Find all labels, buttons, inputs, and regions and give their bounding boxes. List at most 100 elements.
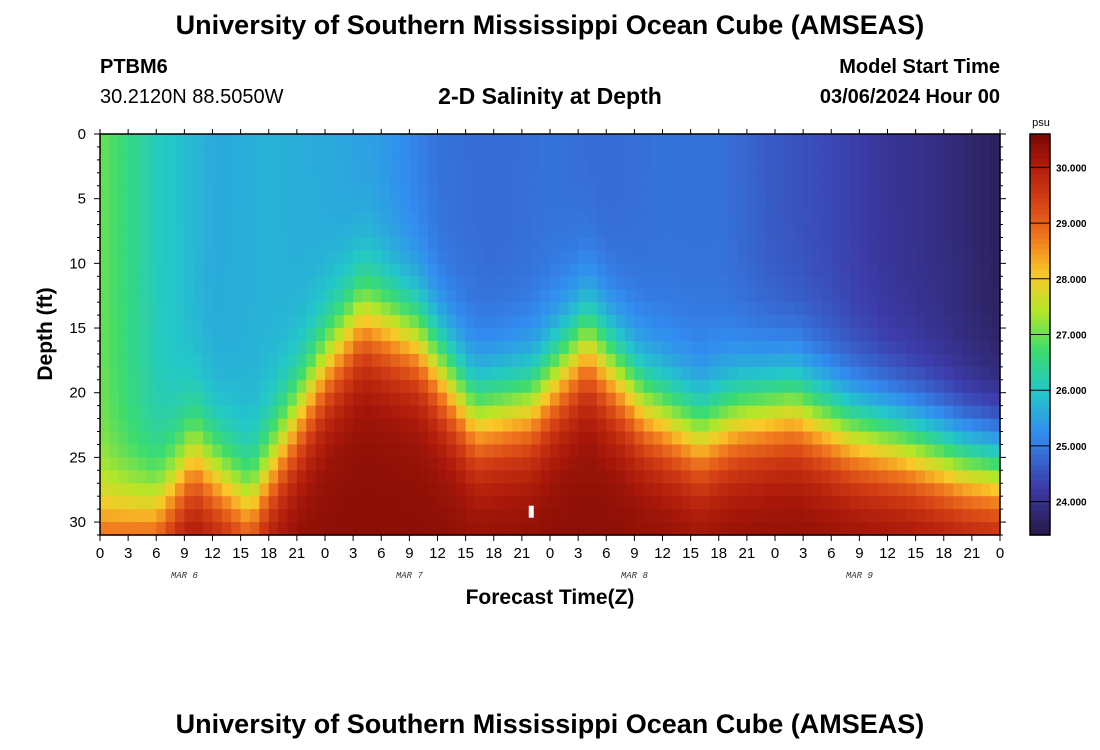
heatmap-cell <box>475 146 485 161</box>
heatmap-cell <box>250 276 260 290</box>
heatmap-cell <box>671 509 682 523</box>
heatmap-cell <box>100 302 110 316</box>
heatmap-cell <box>990 198 1001 213</box>
heatmap-cell <box>634 172 645 187</box>
heatmap-cell <box>212 159 223 174</box>
colorbar-segment <box>1030 254 1050 260</box>
heatmap-cell <box>803 431 814 446</box>
heatmap-cell <box>146 289 157 303</box>
heatmap-cell <box>325 379 335 394</box>
heatmap-cell <box>503 418 514 433</box>
heatmap-cell <box>756 159 767 174</box>
heatmap-cell <box>887 146 898 161</box>
heatmap-cell <box>184 444 195 458</box>
heatmap-cell <box>409 509 420 523</box>
heatmap-cell <box>625 366 635 381</box>
heatmap-cell <box>887 366 898 381</box>
heatmap-cell <box>634 366 645 381</box>
heatmap-cell <box>878 457 889 471</box>
heatmap-cell <box>925 444 935 458</box>
heatmap-cell <box>109 134 120 148</box>
heatmap-cell <box>784 483 795 497</box>
heatmap-cell <box>737 470 748 484</box>
heatmap-cell <box>906 250 917 264</box>
heatmap-cell <box>812 379 823 394</box>
heatmap-cell <box>128 457 139 471</box>
heatmap-cell <box>775 470 785 484</box>
heatmap-cell <box>296 444 307 458</box>
heatmap-cell <box>662 159 673 174</box>
heatmap-cell <box>428 172 439 187</box>
colorbar-segment <box>1030 449 1050 456</box>
colorbar-segment <box>1030 169 1050 175</box>
heatmap-cell <box>700 211 710 226</box>
heatmap-cell <box>428 418 439 433</box>
heatmap-cell <box>137 302 148 316</box>
heatmap-cell <box>240 457 251 471</box>
heatmap-cell <box>643 172 654 187</box>
heatmap-cell <box>146 340 157 355</box>
heatmap-cell <box>915 224 926 239</box>
heatmap-cell <box>821 405 832 420</box>
heatmap-cell <box>306 224 317 239</box>
heatmap-cell <box>203 302 214 316</box>
heatmap-cell <box>250 224 260 239</box>
heatmap-cell <box>315 470 326 484</box>
heatmap-cell <box>390 237 401 252</box>
heatmap-cell <box>793 276 804 290</box>
heatmap-cell <box>521 392 532 407</box>
heatmap-cell <box>662 237 673 252</box>
heatmap-cell <box>568 289 579 303</box>
heatmap-cell <box>615 159 626 174</box>
heatmap-cell <box>953 211 964 226</box>
heatmap-cell <box>306 353 317 368</box>
heatmap-cell <box>353 276 364 290</box>
heatmap-cell <box>446 263 457 277</box>
heatmap-cell <box>859 340 870 355</box>
heatmap-cell <box>381 353 392 368</box>
heatmap-cell <box>606 496 617 510</box>
heatmap-cell <box>906 211 917 226</box>
heatmap-cell <box>831 379 842 394</box>
heatmap-cell <box>662 457 673 471</box>
heatmap-cell <box>231 483 242 497</box>
heatmap-cell <box>362 224 373 239</box>
heatmap-cell <box>887 328 898 342</box>
heatmap-cell <box>165 392 176 407</box>
heatmap-cell <box>156 392 167 407</box>
heatmap-cell <box>231 444 242 458</box>
heatmap-cell <box>746 211 757 226</box>
heatmap-cell <box>390 457 401 471</box>
heatmap-cell <box>962 431 973 446</box>
heatmap-cell <box>409 185 420 200</box>
heatmap-cell <box>231 457 242 471</box>
heatmap-cell <box>184 172 195 187</box>
heatmap-cell <box>728 418 739 433</box>
heatmap-cell <box>203 483 214 497</box>
heatmap-cell <box>531 263 542 277</box>
heatmap-cell <box>259 392 270 407</box>
heatmap-cell <box>643 392 654 407</box>
heatmap-cell <box>765 159 776 174</box>
heatmap-cell <box>156 276 167 290</box>
heatmap-cell <box>484 340 495 355</box>
heatmap-cell <box>625 134 635 148</box>
heatmap-cell <box>718 185 729 200</box>
heatmap-cell <box>118 237 129 252</box>
heatmap-cell <box>962 379 973 394</box>
heatmap-cell <box>146 444 157 458</box>
heatmap-cell <box>231 146 242 161</box>
heatmap-cell <box>596 470 607 484</box>
heatmap-cell <box>371 211 382 226</box>
heatmap-cell <box>850 470 860 484</box>
heatmap-cell <box>315 185 326 200</box>
heatmap-cell <box>578 379 589 394</box>
heatmap-cell <box>418 289 429 303</box>
heatmap-cell <box>578 444 589 458</box>
heatmap-cell <box>362 315 373 329</box>
heatmap-cell <box>681 405 692 420</box>
heatmap-cell <box>859 470 870 484</box>
heatmap-cell <box>221 353 232 368</box>
heatmap-cell <box>746 418 757 433</box>
heatmap-cell <box>362 263 373 277</box>
